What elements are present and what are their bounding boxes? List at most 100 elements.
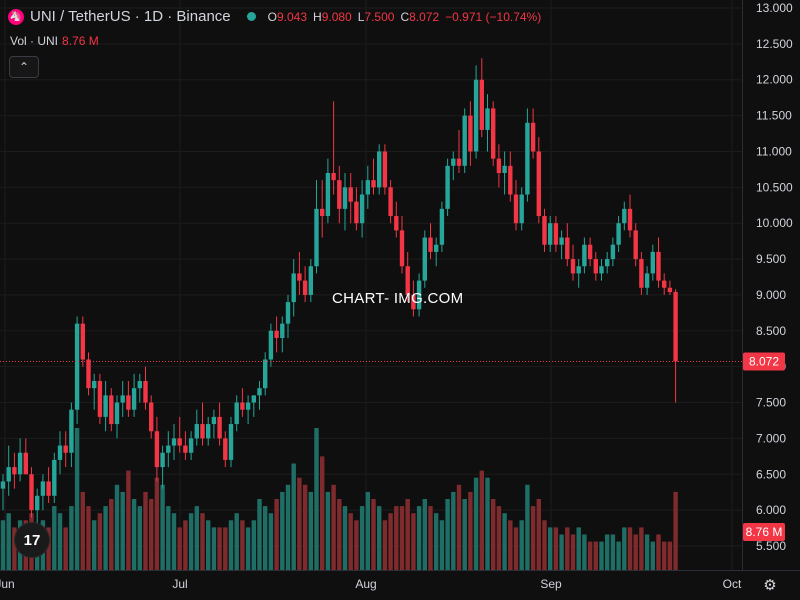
volume-bar (405, 499, 410, 570)
candle-body (536, 151, 541, 217)
open-value: 9.043 (276, 9, 308, 24)
volume-bar (223, 527, 228, 570)
volume-bar (502, 513, 507, 570)
candle-body (183, 445, 188, 453)
volume-bar (662, 541, 667, 570)
volume-bar (536, 499, 541, 570)
candle-body (342, 187, 348, 209)
volume-bar (291, 463, 296, 570)
volume-bar (245, 527, 251, 570)
volume-bar (673, 491, 678, 570)
volume-bar (513, 527, 519, 570)
volume-bar (302, 484, 308, 570)
volume-bar (394, 506, 399, 570)
candle-body (513, 194, 519, 224)
candle-body (508, 165, 513, 195)
y-tick-label: 9.000 (756, 288, 786, 302)
candle-body (530, 122, 536, 152)
candle-body (416, 280, 422, 310)
x-tick-label: Jun (0, 577, 15, 591)
uni-coin-icon: 🦄 (8, 8, 24, 25)
y-tick-label: 7.000 (756, 431, 786, 445)
volume-bar (434, 513, 439, 570)
candle-body (394, 216, 399, 231)
volume-bar (639, 527, 644, 570)
candle-body (548, 223, 553, 245)
volume-bar (12, 527, 17, 570)
candle-body (593, 259, 598, 274)
candle-body (365, 180, 370, 195)
volume-value: 8.76 M (62, 34, 99, 48)
tradingview-logo[interactable]: 17 (14, 522, 50, 558)
volume-bar (610, 534, 616, 570)
candle-body (473, 79, 479, 152)
volume-bar (622, 527, 627, 570)
volume-bar (103, 506, 108, 570)
volume-bar (519, 520, 524, 570)
volume-bar (234, 513, 239, 570)
volume-bar (382, 520, 388, 570)
volume-bar (633, 534, 638, 570)
logo-text: 17 (23, 531, 41, 549)
candle-body (285, 302, 291, 324)
volume-bar (359, 506, 365, 570)
volume-bar (314, 428, 319, 570)
y-tick-label: 13.000 (756, 1, 793, 15)
candle-body (46, 481, 51, 496)
candle-body (542, 216, 547, 245)
volume-bar (411, 513, 416, 570)
candle-body (268, 330, 274, 360)
candle-body (274, 330, 279, 338)
volume-bar (525, 484, 530, 570)
candle-body (633, 230, 638, 260)
volume-bar (149, 499, 154, 570)
symbol-title[interactable]: UNI / TetherUS · 1D · Binance (30, 8, 231, 25)
candle-body (582, 244, 587, 267)
volume-bar (570, 534, 576, 570)
y-tick-label: 8.500 (756, 324, 786, 338)
candle-body (126, 395, 131, 410)
candle-body (217, 416, 222, 439)
candle-body (92, 381, 97, 389)
volume-bar (644, 534, 650, 570)
candle-body (377, 151, 382, 188)
candle-body (297, 273, 302, 281)
candle-body (405, 266, 410, 295)
y-tick-label: 6.000 (756, 503, 786, 517)
candle-body (502, 165, 507, 173)
candle-body (228, 424, 234, 460)
volume-bar (280, 491, 285, 570)
gear-icon[interactable]: ⚙ (763, 577, 777, 594)
volume-bar (399, 506, 405, 570)
volume-bar (46, 527, 51, 570)
volume-bar (667, 541, 673, 570)
volume-bar (92, 520, 97, 570)
candle-body (160, 452, 165, 468)
volume-bar (377, 506, 382, 570)
candle-body (622, 208, 627, 224)
volume-bar (285, 484, 291, 570)
volume-bar (553, 527, 559, 570)
candle-body (348, 187, 353, 202)
candle-body (80, 323, 85, 360)
volume-bar (297, 477, 302, 570)
volume-bar (52, 506, 57, 570)
candle-body (565, 237, 570, 260)
volume-bar (650, 541, 655, 570)
volume-bar (86, 506, 91, 570)
candle-body (245, 402, 251, 410)
collapse-legend-button[interactable]: ⌃ (9, 56, 39, 78)
candle-body (223, 438, 228, 460)
volume-label: Vol · UNI (10, 34, 59, 48)
candle-body (462, 115, 467, 166)
volume-bar (616, 541, 621, 570)
volume-bar (491, 499, 496, 570)
candle-body (97, 381, 103, 417)
volume-bar (217, 527, 222, 570)
volume-bar (485, 477, 490, 570)
candle-body (320, 208, 325, 217)
volume-bar (154, 477, 160, 570)
volume-bar (456, 484, 462, 570)
candle-body (525, 122, 530, 195)
